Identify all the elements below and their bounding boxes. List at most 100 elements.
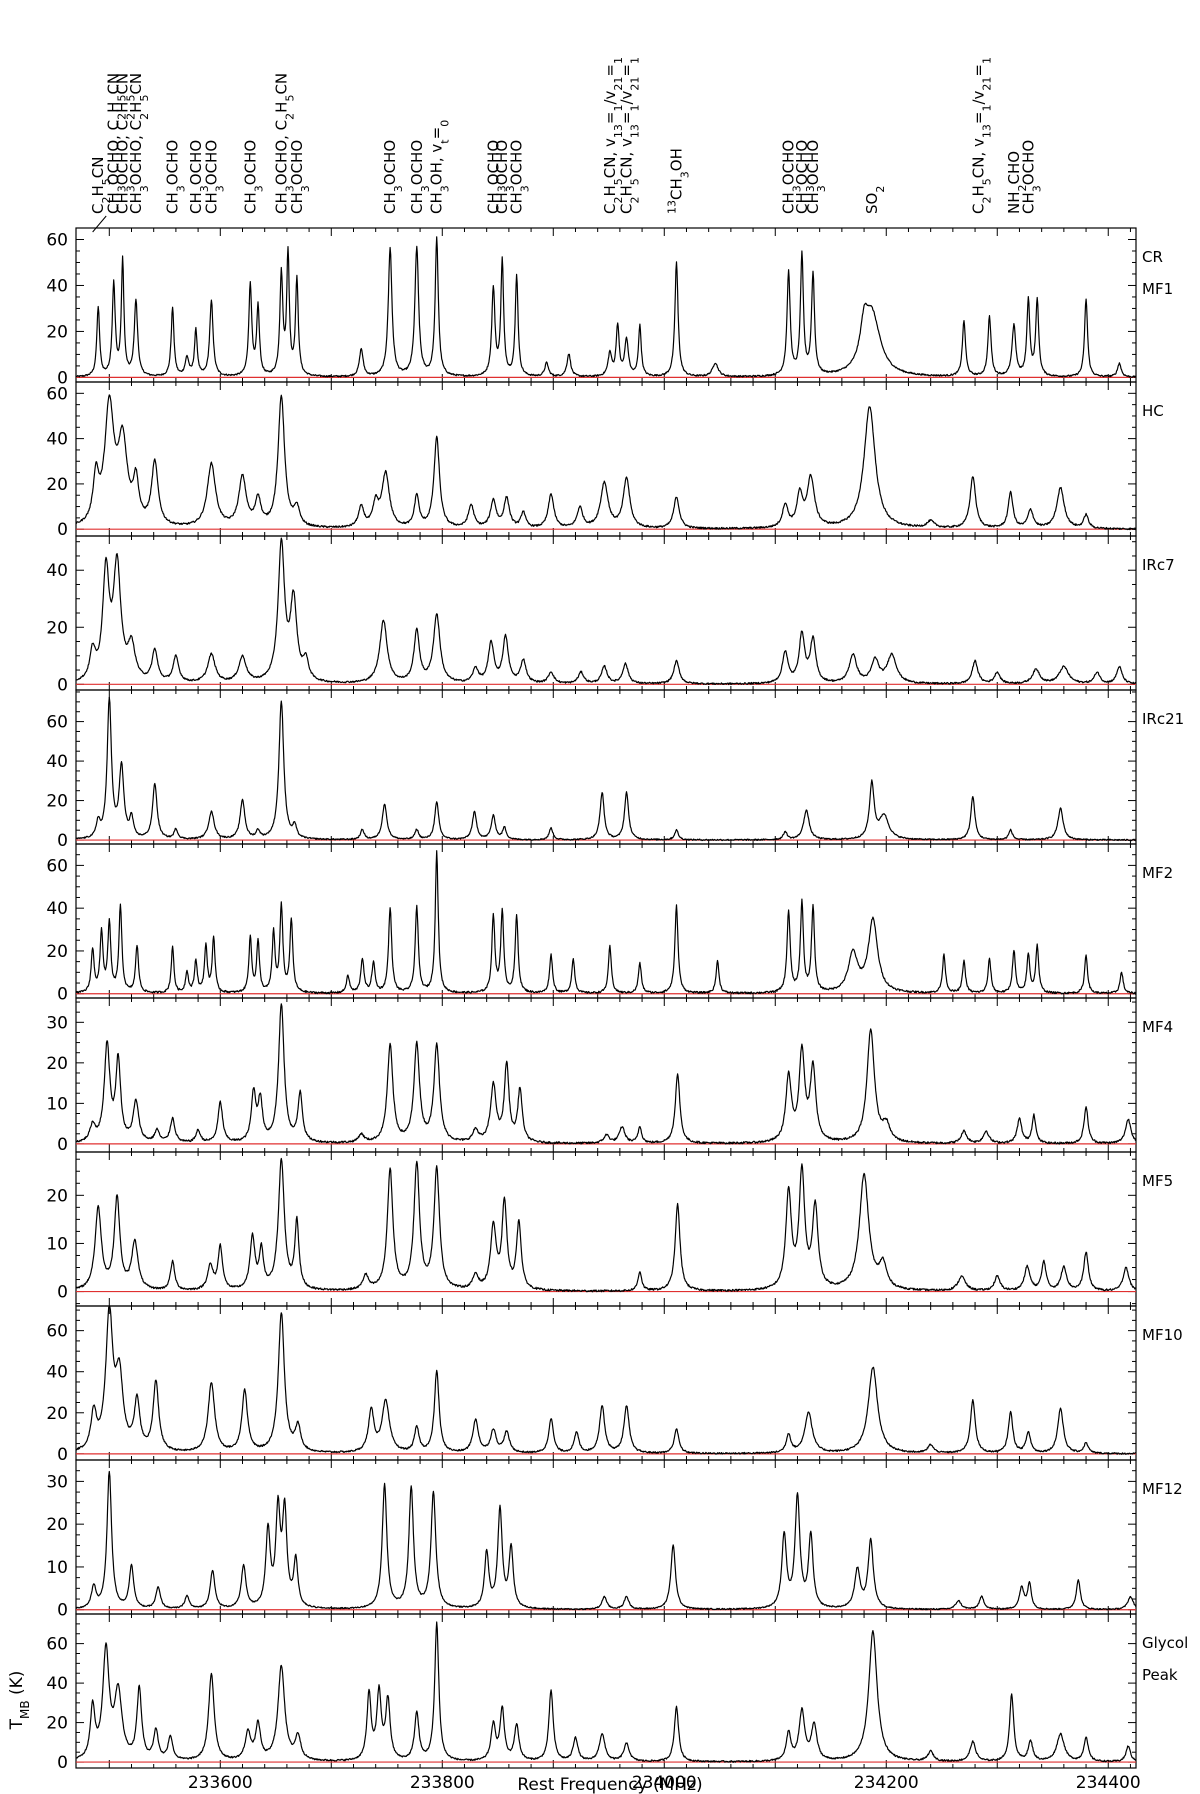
line-id-label: CH3OCHO, C2H5CN [114,73,138,214]
y-tick-label: 0 [57,985,68,1005]
panel-mf2: 0 20 40 60 MF2 [46,843,1173,1005]
line-id-label: C2H5CN, v13=1/v21=1 [618,57,642,214]
panel-mf10: 0 20 40 60 MF10 [46,1305,1183,1465]
line-id-label: CH3OCHO, C2H5CN [127,73,151,214]
y-tick-label: 0 [57,1445,68,1465]
spectrum-line [75,537,1137,686]
source-name: MF2 [1142,864,1173,882]
panel-frame [75,227,1137,383]
line-id-label: CH3OCHO [508,140,532,214]
spectrum-line [75,236,1137,378]
y-tick-label: 40 [46,561,68,581]
x-tick-label: 233800 [410,1773,475,1793]
y-tick-label: 0 [57,831,68,851]
y-tick-label: 40 [46,899,68,919]
y-tick-label: 40 [46,1363,68,1383]
y-tick-label: 30 [46,1013,68,1033]
y-tick-label: 10 [46,1094,68,1114]
panel-frame [75,1613,1137,1769]
spectrum-line [75,850,1137,995]
source-name: CR [1142,248,1163,266]
y-tick-label: 60 [46,856,68,876]
y-tick-label: 20 [46,942,68,962]
y-tick-label: 20 [46,1186,68,1206]
y-tick-label: 60 [46,384,68,404]
line-id-label: CH3OCHO [804,140,828,214]
y-tick-label: 40 [46,276,68,296]
spectrum-line [75,1621,1137,1763]
y-tick-label: 0 [57,1283,68,1303]
line-id-label: CH3OCHO [288,140,312,214]
line-id-label: CH3OCHO [187,140,211,214]
panel-frame [75,997,1137,1153]
y-tick-label: 20 [46,322,68,342]
y-tick-label: 0 [57,675,68,695]
source-name: MF12 [1142,1480,1183,1498]
y-tick-label: 0 [57,520,68,540]
x-tick-label: 234400 [1076,1773,1141,1793]
x-tick-label: 234200 [854,1773,919,1793]
spectrum-line [75,1003,1137,1145]
y-tick-label: 20 [46,792,68,812]
y-tick-label: 40 [46,752,68,772]
line-id-label: C2H5CN [89,157,113,214]
spectrum-line [75,696,1137,842]
line-id-label: CH3OCHO [202,140,226,214]
source-name: Glycol [1142,1634,1188,1652]
panel-irc21: 0 20 40 60 IRc21 [46,689,1184,851]
line-id-label: SO2 [863,186,887,214]
line-id-label: CH3OCHO [793,140,817,214]
source-name: IRc7 [1142,556,1175,574]
panel-irc7: 0 20 40 IRc7 [46,535,1175,695]
panel-frame [75,689,1137,845]
line-id-label: CH3OCHO [484,140,508,214]
y-tick-label: 0 [57,1753,68,1773]
y-tick-label: 30 [46,1472,68,1492]
line-id-label: CH3OCHO [493,140,517,214]
line-id-label: CH3OCHO [408,140,432,214]
y-tick-label: 60 [46,230,68,250]
source-name: MF5 [1142,1172,1173,1190]
line-id-label: C2H5CN, v13=1/v21=1 [969,57,993,214]
line-id-label: CH3OCHO [780,140,804,214]
x-axis-label: Rest Frequency (MHz) [517,1775,702,1794]
source-name: IRc21 [1142,710,1184,728]
line-id-label: C2H5CN, v13=1/v21=1 [601,57,625,214]
panel-mf12: 0 10 20 30 MF12 [46,1459,1183,1621]
line-id-label: CH3OCHO [1019,140,1043,214]
panel-frame [75,843,1137,999]
line-id-label: CH3OCHO [164,140,188,214]
y-tick-label: 10 [46,1234,68,1254]
panel-glycol: 0 20 40 60 Glycol Peak [46,1613,1188,1773]
spectrum-line [75,1306,1137,1455]
x-tick-label: 234000 [632,1773,697,1793]
panel-cr: 0 20 40 60 CR MF1 [46,227,1173,388]
panel-mf5: 0 10 20 MF5 [46,1151,1173,1307]
source-name: MF4 [1142,1018,1173,1036]
y-tick-label: 0 [57,368,68,388]
line-id-label: NH2CHO [1005,151,1029,214]
line-id-label: 13CH3OH [665,148,691,214]
spectrum-line [75,394,1137,531]
y-tick-label: 60 [46,1322,68,1342]
label-leader-line [92,215,107,233]
source-name: HC [1142,402,1164,420]
x-tick-label: 233600 [188,1773,253,1793]
y-tick-label: 10 [46,1558,68,1578]
spectrum-line [75,1157,1137,1293]
y-axis-label: TMB (K) [7,1671,32,1731]
source-name: Peak [1142,1666,1178,1684]
spectrum-line [75,1470,1137,1611]
y-tick-label: 0 [57,1135,68,1155]
line-id-label: CH3OCHO, C2H5CN [272,73,296,214]
line-id-label: CH3OCHO [241,140,264,214]
y-tick-label: 0 [57,1601,68,1621]
y-tick-label: 20 [46,1404,68,1424]
y-tick-label: 60 [46,713,68,733]
y-tick-label: 40 [46,1674,68,1694]
line-id-label: CH3OH, vt=0 [428,120,452,214]
panel-hc: 0 20 40 60 HC [46,381,1164,540]
